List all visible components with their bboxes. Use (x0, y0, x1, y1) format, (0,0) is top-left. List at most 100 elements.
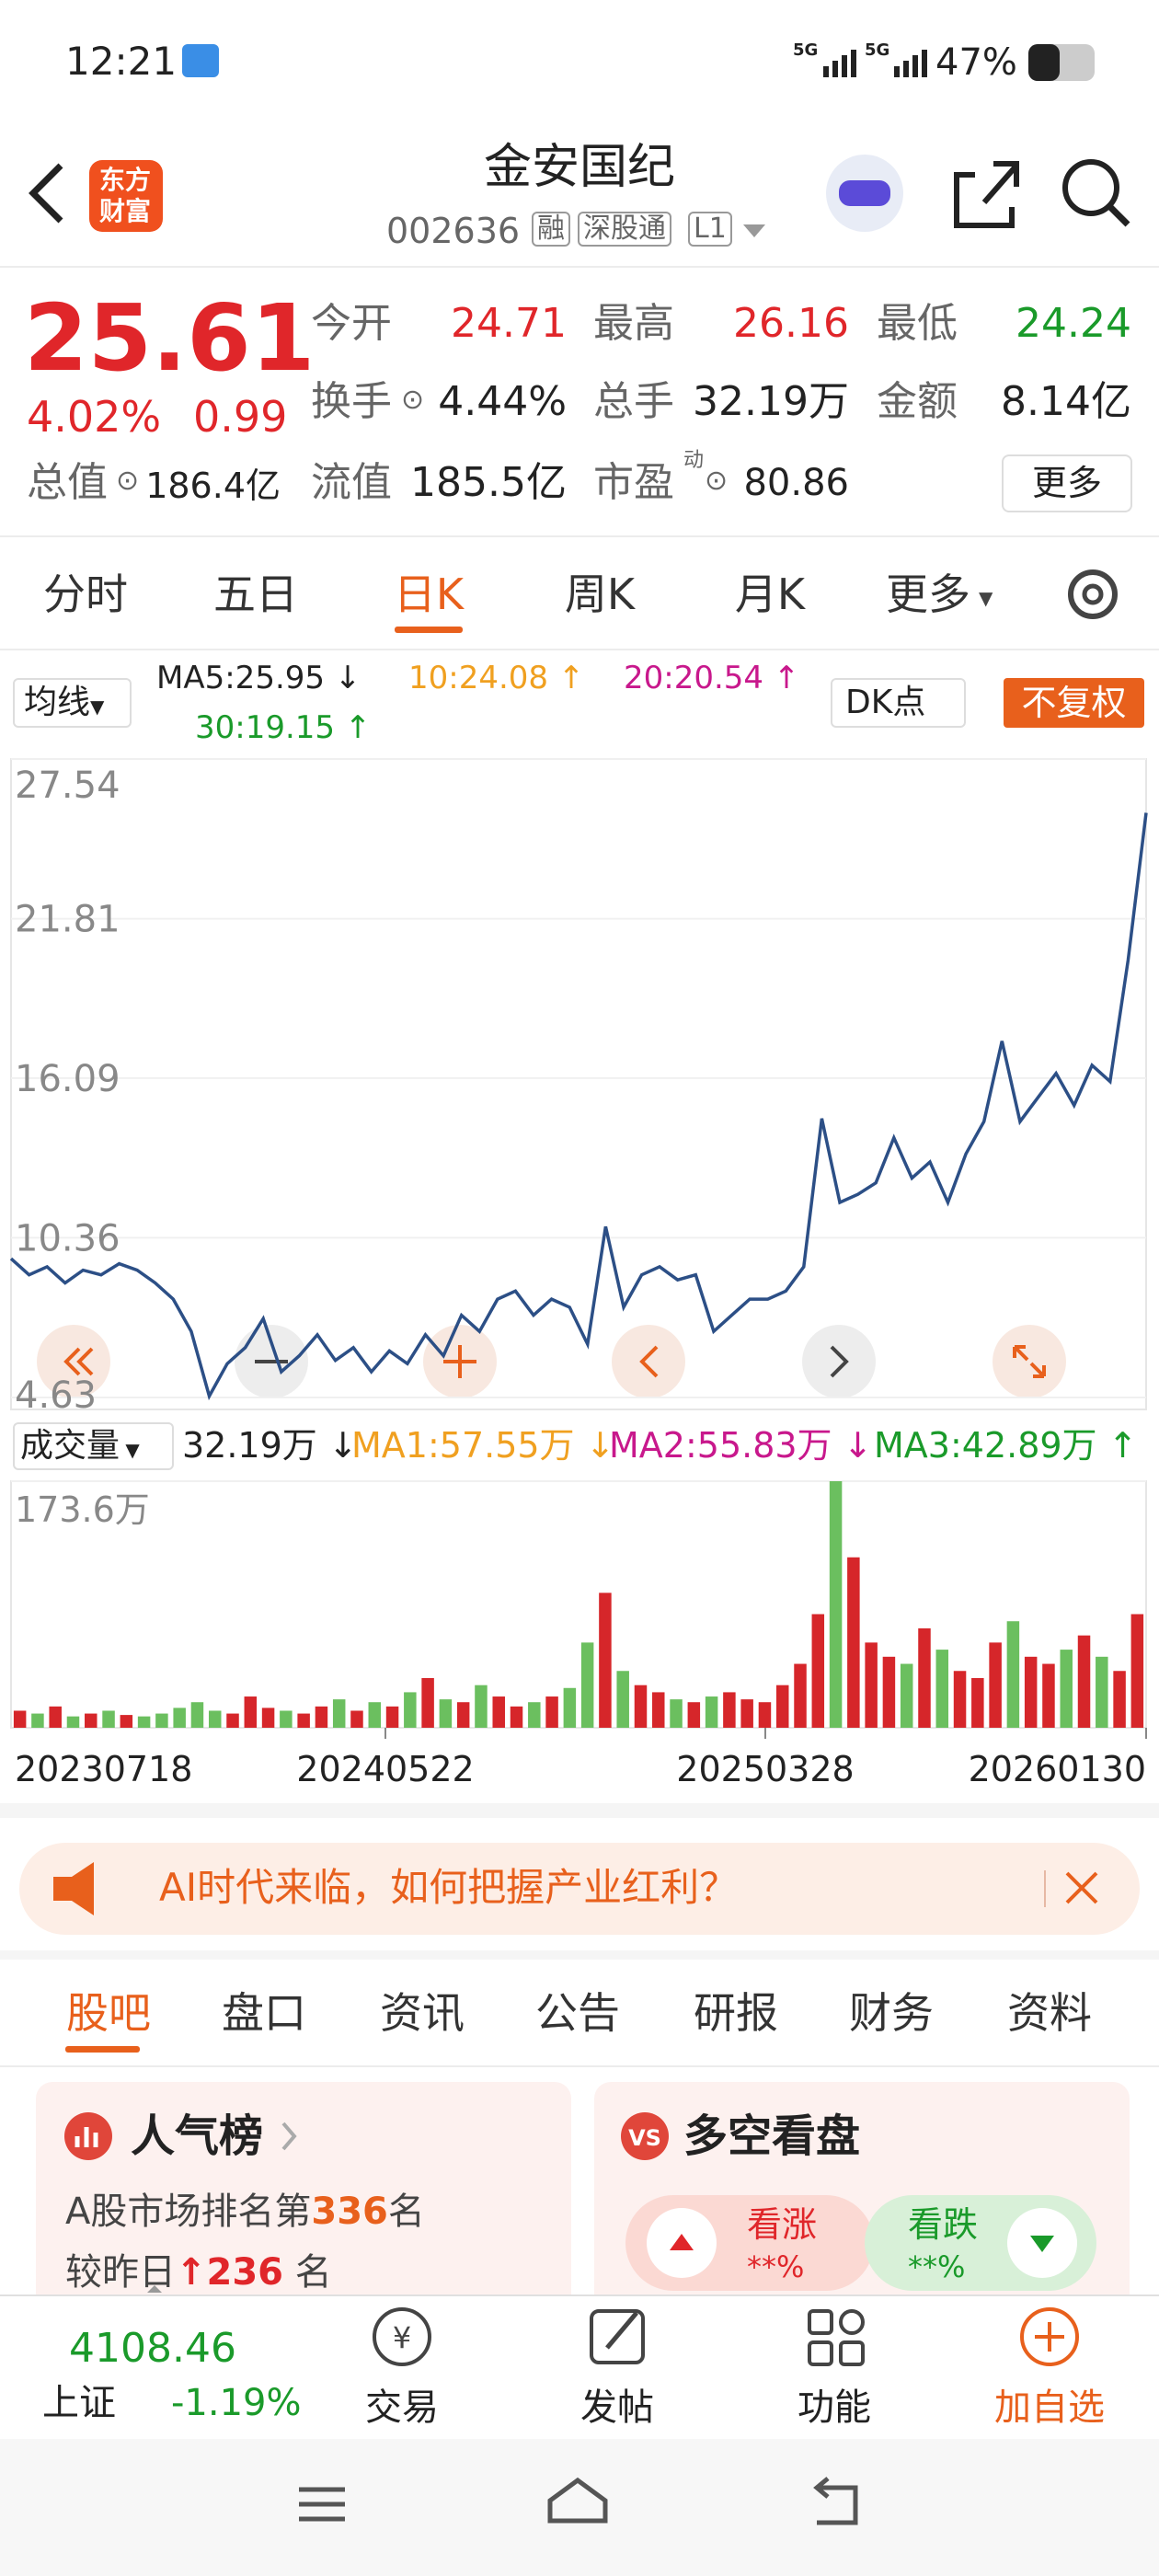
dropdown-icon[interactable] (743, 224, 765, 237)
y-tick-label: 10.36 (15, 1217, 120, 1259)
trade-icon[interactable] (373, 2307, 431, 2366)
volume-selector[interactable]: 成交量 ▼ (13, 1422, 174, 1470)
tab-underline (65, 2046, 140, 2053)
field-value: 8.14亿 (1001, 378, 1131, 425)
separator (0, 1950, 1159, 1960)
vs-icon (621, 2112, 669, 2160)
banner-bg[interactable] (19, 1843, 1140, 1935)
divider (0, 266, 1159, 268)
period-tab[interactable]: 五日 (213, 569, 298, 619)
volume-bar (616, 1671, 629, 1728)
robot-face (839, 180, 890, 206)
volume-bar (385, 1706, 399, 1728)
date-ticks (384, 1728, 1147, 1739)
dk-button[interactable]: DK点 (831, 678, 966, 728)
back-icon[interactable] (29, 163, 63, 224)
volume-bar (1042, 1663, 1055, 1728)
close-icon[interactable] (1065, 1871, 1098, 1904)
search-icon[interactable] (1062, 159, 1119, 216)
action-label[interactable]: 交易 (365, 2386, 439, 2429)
down-arrow (1030, 2236, 1054, 2252)
period-tab[interactable]: 日K (393, 569, 465, 619)
icon (639, 1345, 659, 1378)
card-title: 人气榜 (131, 2110, 264, 2162)
dropdown-arrow: ▼ (979, 587, 993, 609)
period-tab[interactable]: 更多 (886, 569, 970, 619)
volume-bar (989, 1642, 1002, 1728)
card-title: 多空看盘 (683, 2110, 861, 2162)
index-value[interactable]: 4108.46 (69, 2325, 236, 2372)
expand-icon (147, 2285, 162, 2293)
info-icon[interactable]: ⊙ (401, 384, 425, 416)
section-tab[interactable]: 公告 (535, 1988, 620, 2038)
more-button[interactable]: 更多 (1002, 454, 1132, 512)
volume-bar (208, 1710, 222, 1728)
volume-bar (120, 1715, 133, 1728)
volume-bar (794, 1663, 807, 1728)
plus (1035, 2322, 1064, 2352)
section-tab[interactable]: 资料 (1007, 1988, 1092, 2038)
bull-label: 看涨 (747, 2204, 818, 2245)
period-tab[interactable]: 分时 (43, 569, 128, 619)
text: 较昨日 (65, 2251, 176, 2294)
signal-icons (823, 50, 927, 77)
menu-button[interactable] (299, 2487, 345, 2522)
volume-bar (563, 1687, 577, 1728)
fullscreen[interactable] (993, 1325, 1066, 1398)
field-label: 今开 (311, 300, 392, 347)
add-watch-icon[interactable] (1020, 2307, 1079, 2366)
back-button[interactable] (813, 2477, 858, 2525)
volume-bar (350, 1710, 363, 1728)
banner-text[interactable]: AI时代来临，如何把握产业红利？ (159, 1865, 739, 1910)
section-tab[interactable]: 盘口 (222, 1988, 306, 2038)
volume-bar (528, 1702, 541, 1728)
volume-bar (190, 1702, 204, 1728)
info-icon[interactable]: ⊙ (116, 465, 140, 497)
volume-bar (85, 1713, 98, 1728)
price-line (9, 812, 1148, 1401)
action-label[interactable]: 功能 (798, 2386, 871, 2429)
battery-text: 47% (935, 41, 1017, 84)
post-icon[interactable] (590, 2309, 645, 2364)
action-label[interactable]: 加自选 (994, 2386, 1105, 2429)
volume-bar (1096, 1656, 1108, 1728)
section-tab[interactable]: 股吧 (66, 1988, 151, 2038)
volume-bar (173, 1708, 186, 1728)
field-label: 总值 (27, 459, 108, 506)
section-tab[interactable]: 资讯 (380, 1988, 465, 2038)
volume-bar (1077, 1635, 1091, 1728)
field-label: 市盈 (593, 459, 674, 506)
period-tab[interactable]: 周K (564, 569, 636, 619)
stock-code: 002636 (386, 211, 521, 251)
function-icon[interactable] (808, 2309, 865, 2366)
volume-bar (847, 1557, 860, 1728)
nav-next[interactable] (802, 1325, 876, 1398)
field-value: 185.5亿 (410, 459, 567, 506)
share-icon[interactable] (954, 161, 1019, 228)
change: 0.99 (193, 392, 288, 442)
section-tab[interactable]: 研报 (694, 1988, 778, 2038)
nav-first[interactable] (37, 1325, 110, 1398)
index-name[interactable]: 上证 (42, 2382, 116, 2424)
rank-line: A股市场排名第336名 (65, 2193, 425, 2230)
volume-bar (1113, 1671, 1126, 1728)
info-icon[interactable]: ⊙ (705, 465, 729, 497)
logo[interactable] (89, 160, 163, 232)
adjust-button[interactable]: 不复权 (1004, 678, 1144, 728)
home-button[interactable] (547, 2477, 608, 2524)
volume-bar (865, 1642, 878, 1728)
bottom-bar (0, 2295, 1159, 2439)
volume-bar (545, 1696, 558, 1728)
section-tab[interactable]: 财务 (849, 1988, 934, 2038)
nav-prev[interactable] (612, 1325, 685, 1398)
index-change[interactable]: -1.19% (171, 2382, 302, 2424)
period-tab[interactable]: 月K (734, 569, 806, 619)
volume-bar (102, 1710, 115, 1728)
popularity-card[interactable] (36, 2082, 571, 2321)
battery-level (1028, 44, 1060, 81)
action-label[interactable]: 发帖 (580, 2386, 654, 2429)
volume-item: MA3:42.89万 ↑ (874, 1425, 1138, 1466)
ma-selector[interactable]: 均线▼ (13, 678, 132, 728)
settings-icon[interactable] (1068, 569, 1118, 619)
field-value: 186.4亿 (145, 466, 281, 506)
